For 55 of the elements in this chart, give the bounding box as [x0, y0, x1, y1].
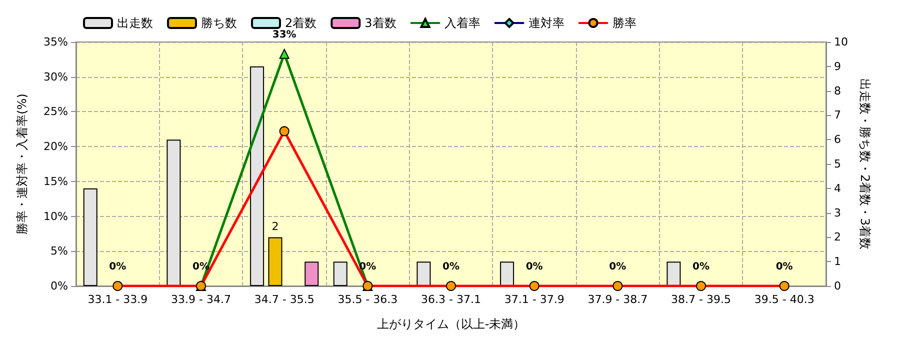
x-tick-label: 33.1 - 33.9 — [88, 293, 148, 306]
legend-label: 出走数 — [117, 16, 153, 30]
y-tick-label: 0% — [50, 280, 68, 292]
legend-label: 入着率 — [444, 16, 480, 30]
x-tick-label: 33.9 - 34.7 — [171, 293, 231, 306]
x-tick-label: 38.7 - 39.5 — [671, 293, 731, 306]
x-tick-label: 35.5 - 36.3 — [338, 293, 398, 306]
y-tick-label: 10% — [44, 210, 68, 223]
legend-label: 2着数 — [285, 16, 317, 30]
y2-axis-title: 出走数・勝ち数・2着数・3着数 — [858, 78, 872, 250]
y-tick-label: 35% — [44, 36, 68, 48]
y2-tick-label: 6 — [834, 133, 841, 146]
bar — [666, 262, 681, 286]
data-label: 0% — [109, 262, 126, 272]
x-axis-title: 上がりタイム（以上-未満） — [376, 317, 526, 331]
y-tick-label: 5% — [50, 244, 68, 258]
y-axis-title: 勝率・連対率・入着率(%) — [15, 94, 29, 234]
y2-tick-label: 1 — [834, 255, 841, 268]
x-tick-label: 34.7 - 35.5 — [254, 293, 314, 306]
data-label: 0% — [692, 262, 710, 272]
y-tick-label: 20% — [44, 140, 68, 154]
y2-tick-label: 8 — [834, 84, 841, 98]
y2-tick-label: 2 — [834, 230, 841, 244]
bar — [268, 237, 282, 286]
y2-tick-label: 9 — [834, 60, 841, 73]
y2-tick-label: 0 — [834, 280, 841, 292]
x-tick-label: 37.9 - 38.7 — [588, 293, 648, 306]
data-label: 0% — [526, 262, 543, 272]
y2-tick-label: 10 — [834, 36, 848, 48]
bar — [83, 188, 98, 286]
y2-tick-label: 7 — [834, 108, 841, 122]
bar — [304, 262, 319, 286]
data-label: 33% — [272, 29, 296, 40]
data-label: 0% — [609, 262, 626, 272]
legend-label: 3着数 — [364, 16, 396, 30]
legend-label: 勝ち数 — [201, 16, 237, 30]
bar — [250, 66, 264, 286]
data-label: 2 — [272, 220, 279, 234]
bar — [500, 262, 514, 286]
bar — [416, 262, 431, 286]
y-tick-label: 25% — [44, 105, 68, 118]
x-tick-label: 36.3 - 37.1 — [421, 293, 481, 306]
bar — [333, 262, 348, 286]
data-label: 0% — [776, 262, 793, 272]
y-tick-label: 30% — [44, 70, 68, 84]
x-tick-label: 37.1 - 37.9 — [504, 293, 564, 306]
y-tick-label: 15% — [44, 174, 68, 188]
legend-label: 勝率 — [612, 16, 636, 30]
data-label: 0% — [442, 262, 460, 272]
bar — [166, 140, 181, 286]
y2-tick-label: 3 — [834, 206, 841, 220]
y2-tick-label: 5 — [834, 158, 841, 170]
y2-tick-label: 4 — [834, 182, 841, 195]
legend-label: 連対率 — [528, 16, 564, 30]
x-tick-label: 39.5 - 40.3 — [754, 293, 814, 306]
